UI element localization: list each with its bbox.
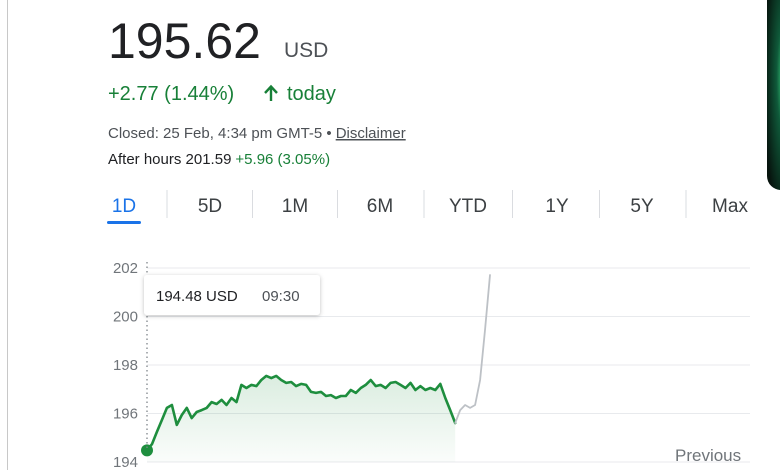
tooltip-time: 09:30 [262, 288, 300, 305]
previous-label: Previous [675, 446, 741, 465]
range-tab[interactable]: 5Y [630, 196, 654, 217]
up-arrow [264, 84, 278, 101]
range-tabs: 1D 5D 1M 6M YTD 1Y 5Y Max [107, 190, 748, 224]
y-tick-label: 198 [113, 357, 138, 374]
y-tick-label: 202 [113, 260, 138, 277]
range-tab[interactable]: 1M [282, 196, 308, 217]
chart: 194 196 198 200 202 [113, 260, 750, 470]
price: 195.62 [108, 13, 261, 69]
y-tick-label: 200 [113, 309, 138, 326]
cursor-dot [141, 444, 153, 457]
range-tab[interactable]: 5D [198, 196, 222, 217]
tooltip: 194.48 USD 09:30 [144, 275, 320, 315]
tooltip-box [144, 275, 320, 315]
closed-text: Closed: 25 Feb, 4:34 pm GMT-5 • [108, 125, 332, 142]
range-tab[interactable]: 1D [112, 196, 136, 217]
disclaimer-link[interactable]: Disclaimer [336, 125, 406, 142]
tooltip-price: 194.48 USD [156, 288, 238, 305]
y-tick-label: 196 [113, 406, 138, 423]
price-change: +2.77 (1.44%) [108, 83, 234, 105]
active-tab-underline [107, 221, 141, 224]
after-hours: After hours 201.59 +5.96 (3.05%) [108, 151, 330, 168]
closed-info: Closed: 25 Feb, 4:34 pm GMT-5 • Disclaime… [108, 125, 406, 142]
after-hours-change: +5.96 (3.05%) [235, 151, 330, 168]
currency: USD [284, 39, 328, 62]
range-tab[interactable]: 1Y [545, 196, 569, 217]
side-card [767, 0, 780, 190]
after-hours-price: After hours 201.59 [108, 151, 231, 168]
range-tab[interactable]: YTD [449, 196, 487, 217]
range-tab[interactable]: 6M [367, 196, 393, 217]
area-fill [147, 375, 456, 462]
price-line [454, 274, 491, 424]
y-tick-label: 194 [113, 454, 138, 470]
price-line [145, 374, 457, 452]
range-tab[interactable]: Max [712, 196, 748, 217]
change-suffix: today [287, 83, 336, 105]
